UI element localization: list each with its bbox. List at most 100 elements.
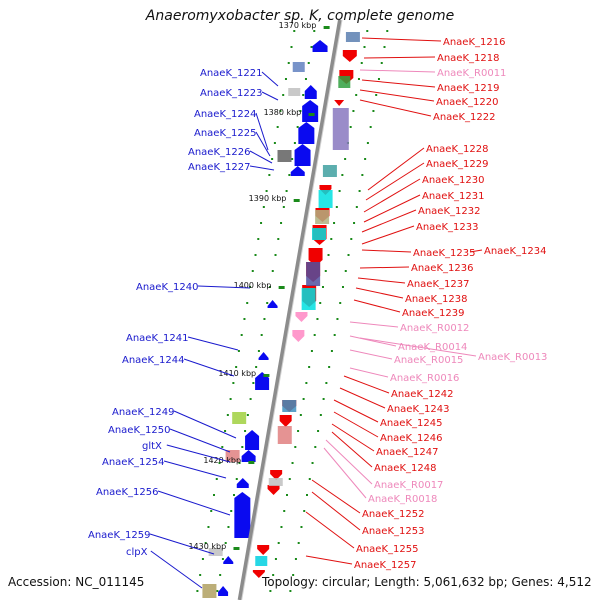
right-label: AnaeK_R0018 [368,494,437,505]
feature-box [255,556,268,566]
forward-gene [298,122,315,144]
tick-mark [240,334,243,336]
right-connector [349,349,393,360]
tick-mark [241,446,244,448]
right-connector [363,194,421,223]
right-label: AnaeK_1239 [402,308,464,319]
left-connector [169,428,231,453]
right-connector [359,69,436,73]
tick-mark [274,558,277,560]
left-label: AnaeK_1254 [102,457,164,468]
tick-mark [262,206,265,208]
tick-mark [302,398,305,400]
left-label: AnaeK_1241 [126,333,188,344]
left-label: AnaeK_1225 [194,128,256,139]
tick-mark [293,142,296,144]
right-connector [305,511,355,549]
forward-gene [234,492,251,538]
feature-box [332,108,349,150]
backbone-highlight [241,19,343,600]
tick-mark [330,350,333,352]
accession-text: Accession: NC_011145 [8,575,145,589]
right-label: AnaeK_1228 [426,144,488,155]
tick-mark [282,94,285,96]
tick-mark [279,110,282,112]
tick-mark [229,398,232,400]
tick-mark [328,366,331,368]
tick-mark [311,462,314,464]
forward-gene [294,144,311,166]
forward-gene [245,430,260,450]
left-connector [249,150,273,164]
feature-box [268,478,283,486]
tick-mark [314,446,317,448]
tick-mark [299,110,302,112]
right-label: AnaeK_1253 [362,526,424,537]
tick-mark [369,126,372,128]
feature-box [345,32,360,42]
tick-mark [341,174,344,176]
tick-mark [282,206,285,208]
tick-marks [196,30,389,592]
left-connector [163,460,227,479]
tick-mark [232,382,235,384]
left-connector [249,165,275,171]
left-label: gltX [142,441,162,452]
tick-mark [353,222,356,224]
reverse-gene [279,415,292,427]
tick-mark [196,590,199,592]
tick-mark [375,94,378,96]
left-label: AnaeK_1249 [112,407,174,418]
right-label: AnaeK_1230 [422,175,484,186]
tick-mark [232,494,235,496]
feature-box [208,548,223,556]
reverse-gene [257,545,270,555]
tick-mark [280,222,283,224]
tick-mark [357,78,360,80]
tick-mark [291,462,294,464]
feature-box [322,165,337,177]
right-connector [361,249,412,253]
right-connector [359,89,435,102]
tick-mark [304,78,307,80]
tick-mark [296,126,299,128]
tick-mark [302,94,305,96]
tick-mark [246,302,249,304]
tick-mark [216,590,219,592]
forward-gene [241,450,256,462]
tick-mark [308,366,311,368]
left-connector [150,550,203,589]
map-title: Anaeromyxobacter sp. K, complete genome [145,8,455,24]
right-connector [355,287,404,299]
right-label: AnaeK_1219 [437,83,499,94]
feature-box [292,62,305,72]
tick-mark [238,462,241,464]
tick-mark [372,110,375,112]
genome-backbone [237,19,343,600]
reverse-gene [308,248,323,266]
right-connector [349,335,397,347]
tick-mark [288,174,291,176]
feature-box [202,584,217,598]
reverse-gene [270,470,283,480]
right-label: AnaeK_1248 [374,463,436,474]
tick-mark [313,30,316,32]
left-labels: AnaeK_1221 AnaeK_1223 AnaeK_1224 AnaeK_1225… [88,68,279,589]
reverse-gene [342,50,357,62]
topology-text: Topology: circular; Length: 5,061,632 bp… [262,575,592,589]
tick-mark [339,302,342,304]
right-label: AnaeK_R0011 [437,68,506,79]
tick-mark [361,174,364,176]
right-connector [469,249,483,253]
right-connector [339,387,386,409]
feature-box [277,150,292,162]
tick-mark [297,542,300,544]
right-label: AnaeK_1247 [376,447,438,458]
scale-label: 1410 kbp [218,369,256,378]
tick-mark [333,334,336,336]
right-connector [331,423,375,452]
scale-tick [323,26,330,29]
forward-gene [236,478,249,488]
tick-mark [235,366,238,368]
tick-mark [347,254,350,256]
